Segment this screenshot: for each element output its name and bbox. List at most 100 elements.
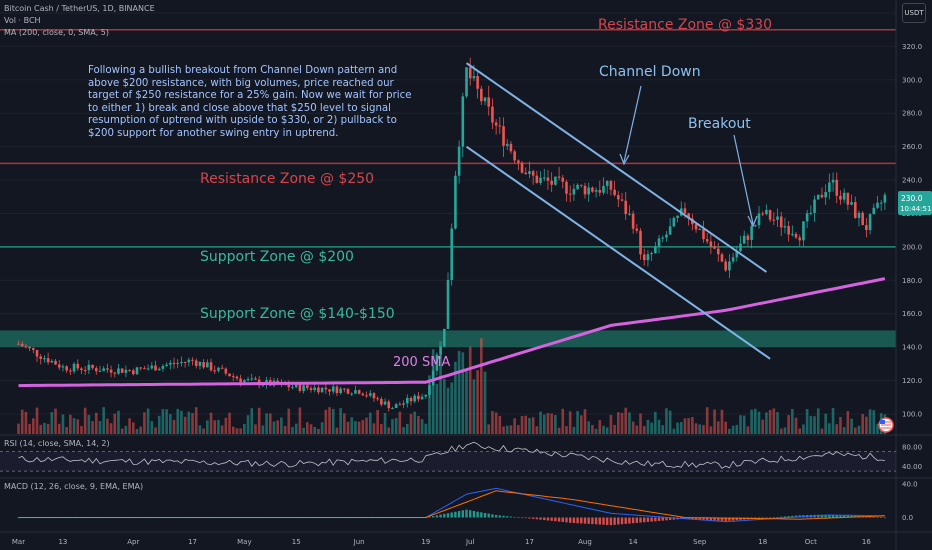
currency-button[interactable]: USDT <box>902 3 926 23</box>
volume-bar <box>465 371 468 434</box>
volume-bar <box>802 424 805 434</box>
volume-bar <box>635 425 639 434</box>
candle-body <box>702 229 705 240</box>
candle-body <box>513 151 516 161</box>
macd-histogram-bar <box>509 516 513 518</box>
macd-histogram-bar <box>691 517 694 520</box>
volume-bar <box>20 409 24 434</box>
candle-body <box>176 363 180 365</box>
candle-body <box>372 393 376 399</box>
volume-bar <box>613 424 616 434</box>
macd-histogram-bar <box>698 517 701 520</box>
candle-body <box>43 358 46 360</box>
volume-bar <box>742 415 746 434</box>
candle-body <box>183 361 187 363</box>
volume-bar <box>354 421 357 434</box>
macd-histogram-bar <box>617 517 620 525</box>
volume-bar <box>691 417 694 434</box>
macd-histogram-bar <box>879 517 883 518</box>
volume-bar <box>531 417 535 434</box>
volume-bar <box>505 425 509 434</box>
macd-histogram-bar <box>672 517 676 520</box>
macd-histogram-bar <box>428 516 431 518</box>
candle-body <box>746 235 750 240</box>
volume-bar <box>32 418 35 434</box>
macd-histogram-bar <box>546 517 550 521</box>
candle-body <box>150 365 154 369</box>
macd-histogram-bar <box>443 513 446 518</box>
sma-200-line <box>18 277 886 388</box>
candle-body <box>109 369 113 373</box>
volume-bar <box>391 419 394 434</box>
candle-body <box>554 176 557 185</box>
volume-bar <box>679 422 683 434</box>
volume-bar <box>816 408 820 434</box>
candle-body <box>617 195 620 200</box>
candle-body <box>461 96 465 147</box>
volume-bar <box>380 424 383 434</box>
candle-body <box>687 213 690 219</box>
macd-histogram-bar <box>557 517 561 522</box>
macd-histogram-bar <box>824 514 827 518</box>
candle-body <box>594 190 598 192</box>
volume-bar <box>550 413 553 434</box>
symbol-title: Bitcoin Cash / TetherUS, 1D, BINANCE <box>4 4 155 13</box>
us-flag-icon[interactable] <box>878 417 894 433</box>
macd-histogram-bar <box>702 517 705 520</box>
candle-body <box>546 177 550 181</box>
volume-bar <box>561 408 565 434</box>
volume-bar <box>661 425 665 434</box>
macd-histogram-bar <box>783 516 787 518</box>
volume-bar <box>705 407 709 434</box>
candle-body <box>591 187 594 192</box>
volume-bar <box>731 425 735 434</box>
price-tick-label: 140.0 <box>902 344 922 352</box>
candle-body <box>261 384 265 386</box>
volume-bar <box>272 421 276 434</box>
volume-bar <box>709 426 713 434</box>
volume-bar <box>528 417 531 434</box>
candle-body <box>254 378 257 380</box>
volume-bar <box>276 420 279 434</box>
candle-body <box>568 193 572 195</box>
macd-histogram-bar <box>531 517 535 519</box>
volume-bar <box>202 428 205 434</box>
macd-histogram-bar <box>491 514 494 518</box>
candle-body <box>143 368 146 370</box>
candle-body <box>202 361 205 368</box>
candle-body <box>483 97 487 102</box>
candle-body <box>313 387 317 390</box>
volume-bar <box>654 411 657 434</box>
candle-body <box>831 179 835 183</box>
volume-bar <box>402 427 405 434</box>
candle-body <box>883 194 887 203</box>
macd-histogram-bar <box>580 517 583 524</box>
price-tick-label: 160.0 <box>902 310 922 318</box>
time-tick-label: Mar <box>12 538 25 546</box>
volume-bar <box>61 414 65 434</box>
volume-bar <box>191 413 194 434</box>
volume-bar <box>257 407 261 434</box>
candle-body <box>813 199 816 213</box>
volume-bar <box>165 409 168 434</box>
breakout-arrow <box>733 134 758 228</box>
volume-bar <box>169 414 172 434</box>
price-tick-label: 180.0 <box>902 277 922 285</box>
candle-body <box>791 233 794 235</box>
macd-histogram-bar <box>765 517 768 519</box>
candle-body <box>20 343 24 347</box>
volume-bar <box>280 417 283 434</box>
macd-histogram-bar <box>683 517 687 519</box>
candle-body <box>842 192 846 200</box>
volume-bar <box>446 387 450 434</box>
volume-bar <box>579 415 583 434</box>
macd-histogram-bar <box>609 517 613 526</box>
macd-histogram-bar <box>513 516 516 518</box>
volume-bar <box>298 407 302 434</box>
candle-body <box>542 177 546 179</box>
candle-body <box>405 397 409 404</box>
volume-bar <box>65 427 68 434</box>
volume-bar <box>35 407 39 434</box>
macd-histogram-bar <box>654 517 657 522</box>
